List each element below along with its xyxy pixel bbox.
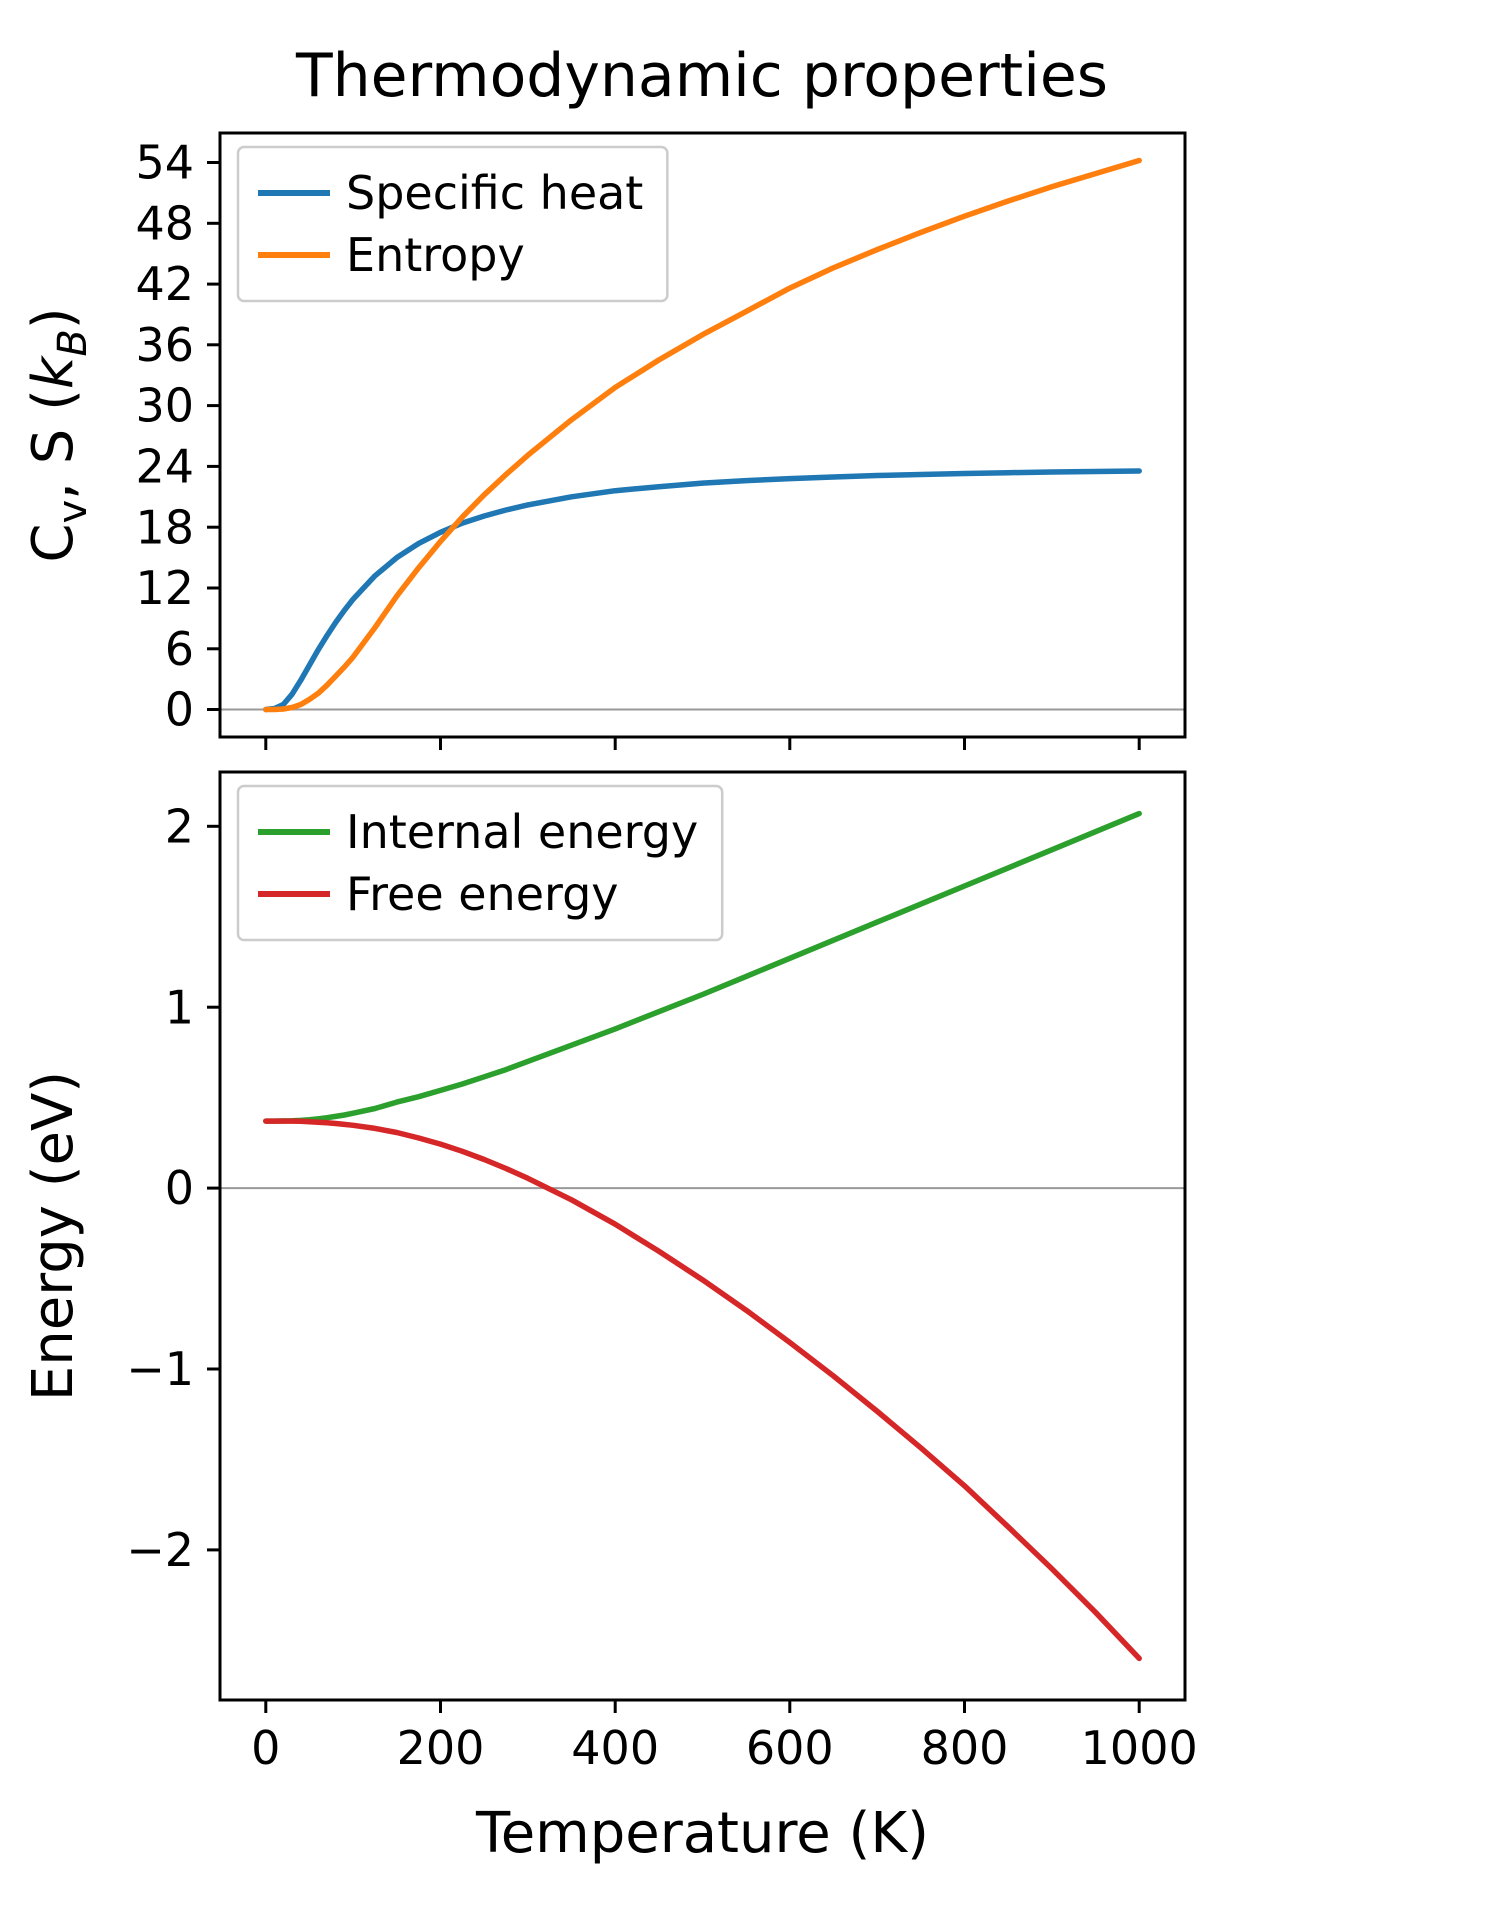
y-tick-label: 18	[135, 500, 194, 554]
y-tick-label: −1	[126, 1342, 194, 1396]
series-line-free-energy	[263, 1118, 1142, 1662]
y-tick-label: 30	[135, 379, 194, 433]
y-tick-label: 0	[165, 1161, 194, 1215]
y-tick-label: 1	[165, 980, 194, 1034]
legend-label-entropy: Entropy	[346, 228, 525, 282]
x-tick-label: 200	[397, 1721, 485, 1775]
legend-box	[236, 784, 724, 942]
y-tick-label: 6	[165, 622, 194, 676]
y-tick-label: 48	[135, 196, 194, 250]
y-tick-label: 42	[135, 257, 194, 311]
y-tick-label: 24	[135, 440, 194, 494]
axes-frame	[218, 131, 1187, 739]
legend-label-internal-energy: Internal energy	[346, 805, 698, 859]
series-line-specific-heat	[263, 468, 1142, 713]
y-axis-label: Energy (eV)	[21, 1071, 86, 1401]
series-line-entropy	[263, 157, 1142, 713]
y-tick-label: 2	[165, 799, 194, 853]
x-tick-label: 0	[251, 1721, 280, 1775]
y-tick-label: 54	[135, 136, 194, 190]
x-tick-label: 600	[746, 1721, 834, 1775]
y-tick-label: 12	[135, 561, 194, 615]
x-tick-label: 1000	[1081, 1721, 1198, 1775]
legend-box	[236, 145, 669, 303]
figure-title: Thermodynamic properties	[295, 41, 1108, 111]
y-tick-label: 0	[165, 683, 194, 737]
legend-label-specific-heat: Specific heat	[346, 166, 643, 220]
x-tick-label: 400	[571, 1721, 659, 1775]
x-axis-label: Temperature (K)	[475, 1801, 929, 1866]
legend: Internal energy Free energy	[236, 784, 724, 942]
axes-frame	[218, 770, 1187, 1702]
bottom-plot: 0 200 400 600 800 1000 −2 −1 0 1 2 Temperature (K) E…	[21, 770, 1198, 1866]
y-tick-label: −2	[126, 1523, 194, 1577]
legend: Specific heat Entropy	[236, 145, 669, 303]
x-tick-label: 800	[921, 1721, 1009, 1775]
top-plot: 0 6 12 18 24 30 36 42 48 54 Cv, S (kB) Specific hea…	[21, 131, 1187, 750]
y-tick-label: 36	[135, 318, 194, 372]
legend-label-free-energy: Free energy	[346, 867, 619, 921]
y-axis-label: Cv, S (kB)	[21, 307, 96, 562]
